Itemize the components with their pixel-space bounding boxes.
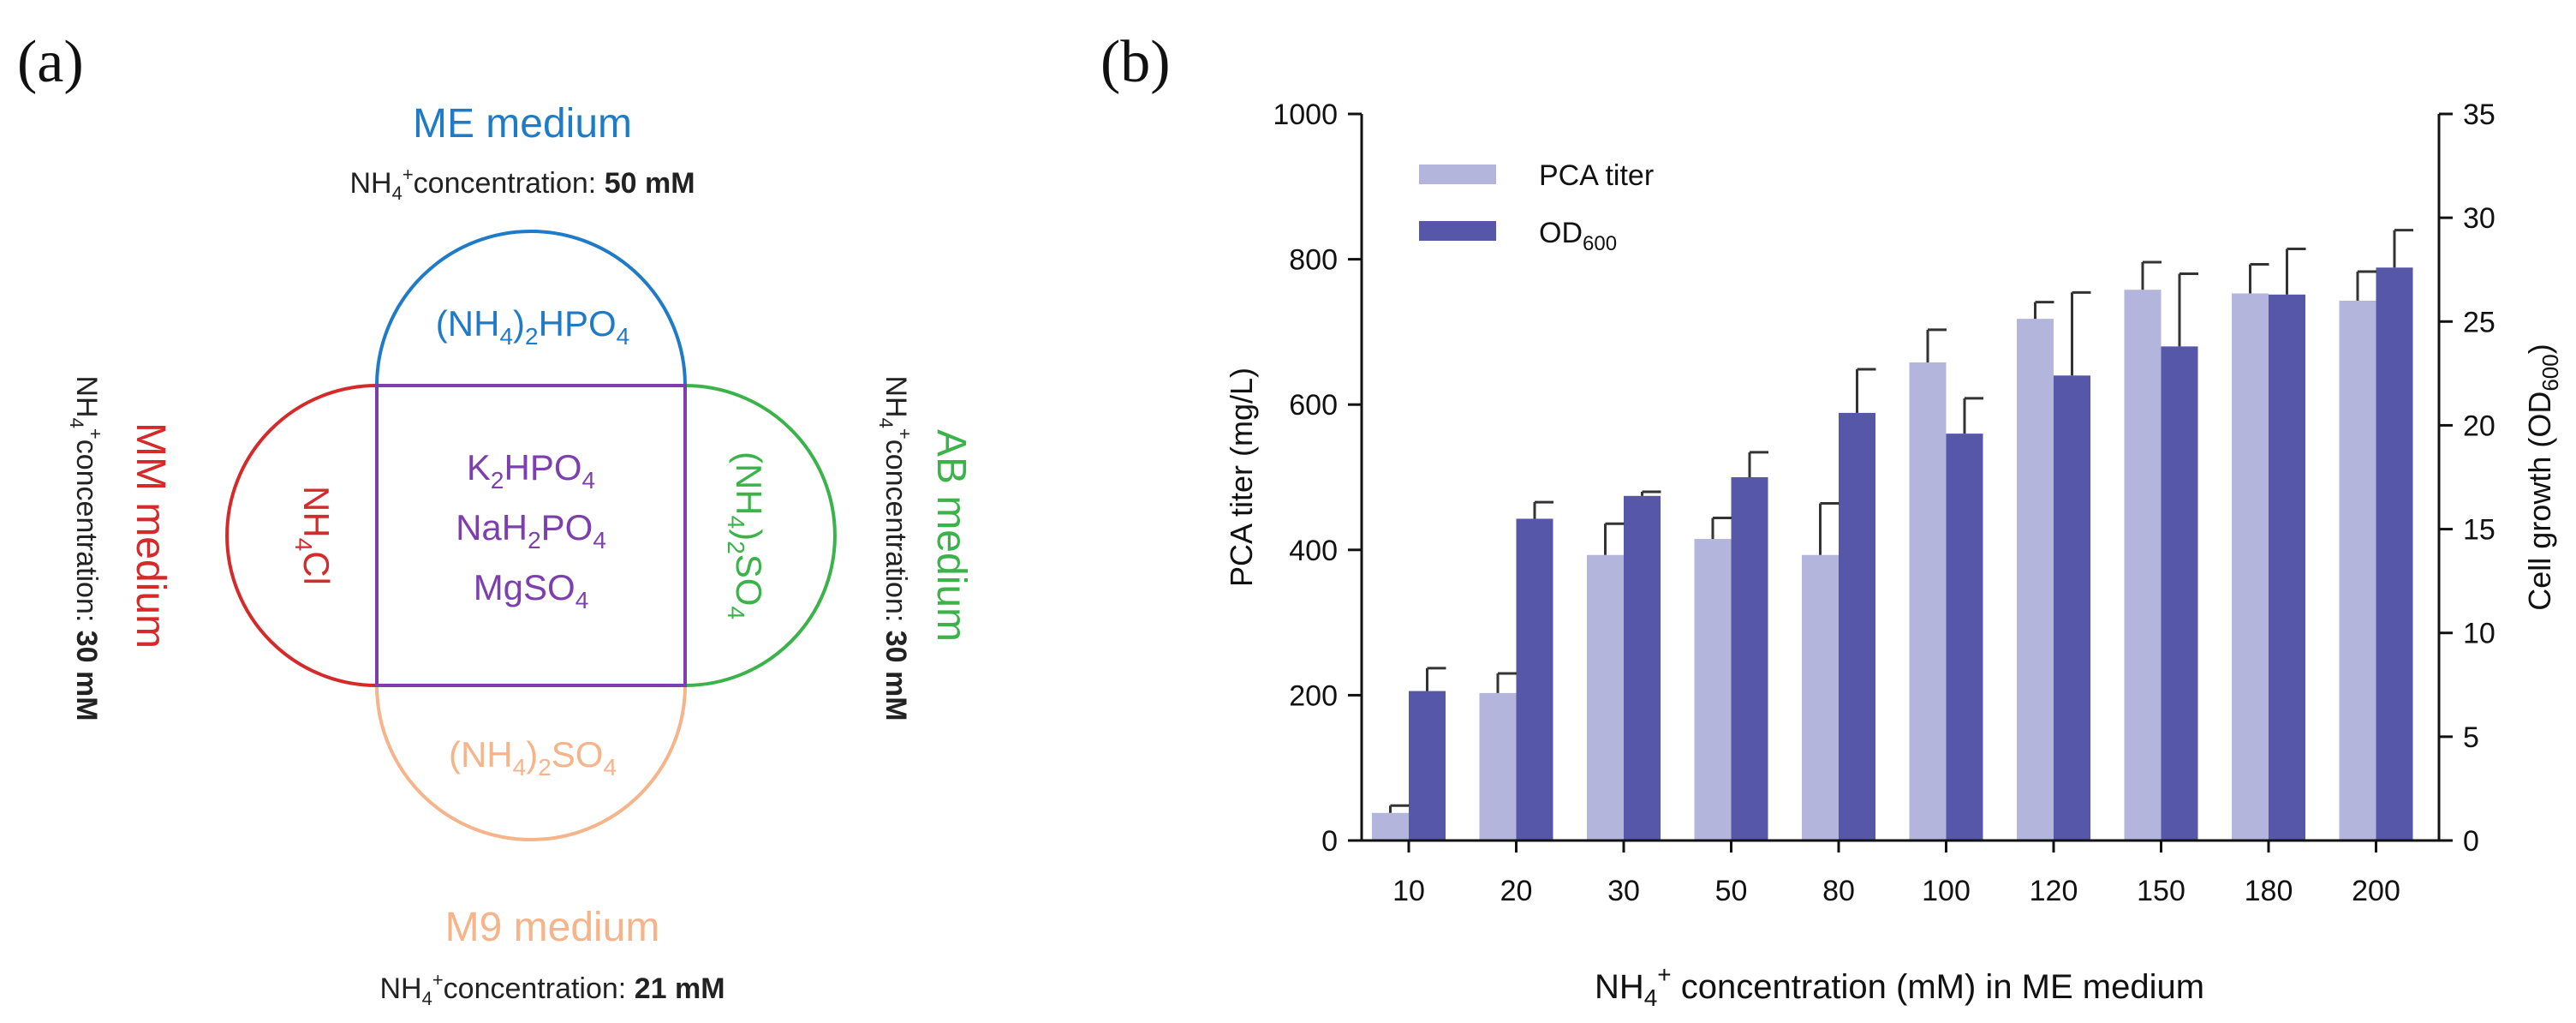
panel-a: (a) ME medium NH4+concentration: 50 mM (… — [17, 29, 974, 1009]
x-tick-label: 150 — [2137, 875, 2185, 907]
x-axis-title: NH4+ concentration (mM) in ME medium — [1595, 961, 2204, 1011]
x-tick-label: 100 — [1922, 875, 1971, 907]
right-y-tick-label: 20 — [2463, 410, 2496, 442]
right-y-tick-label: 5 — [2463, 721, 2479, 754]
mm-medium-title: MM medium — [128, 422, 173, 649]
legend-swatch-od600 — [1419, 221, 1496, 241]
core-line-k2hpo4: K2HPO4 — [467, 447, 595, 494]
panel-a-label: (a) — [17, 29, 84, 95]
x-tick-label: 200 — [2352, 875, 2400, 907]
x-ticks: 10 20 30 50 80 100 120 150 180 200 — [1392, 841, 2400, 907]
x-tick-label: 30 — [1607, 875, 1640, 907]
bar-pca-titer-180 — [2232, 293, 2269, 841]
legend-label-pca-titer: PCA titer — [1539, 159, 1654, 192]
bar-pca-titer-200 — [2339, 300, 2376, 841]
bar-pca-titer-30 — [1587, 554, 1624, 841]
right-y-tick-label: 30 — [2463, 202, 2496, 235]
m9-medium-arc — [375, 685, 687, 841]
mm-medium-concentration: NH4+concentration: 30 mM — [66, 375, 106, 721]
left-y-tick-label: 1000 — [1273, 99, 1338, 131]
bar-pca-titer-120 — [2017, 319, 2054, 841]
ab-medium-arc — [684, 384, 837, 687]
x-tick-label: 50 — [1715, 875, 1748, 907]
bar-pca-titer-150 — [2124, 290, 2162, 841]
bar-pca-titer-10 — [1372, 812, 1409, 841]
m9-medium-title: M9 medium — [445, 905, 660, 950]
bar-pca-titer-100 — [1909, 362, 1947, 841]
legend: PCA titer OD600 — [1419, 159, 1654, 255]
me-medium-title: ME medium — [413, 101, 632, 147]
right-y-tick-label: 25 — [2463, 306, 2496, 338]
x-tick-label: 10 — [1392, 875, 1425, 907]
bar-od600-180 — [2269, 294, 2305, 841]
ab-medium-concentration: NH4+concentration: 30 mM — [875, 375, 915, 721]
bar-od600-120 — [2054, 375, 2090, 841]
bar-od600-200 — [2376, 267, 2413, 841]
ab-medium-title: AB medium — [928, 429, 974, 642]
chart-error-bars — [1389, 229, 2413, 813]
left-y-ticks: 0 200 400 600 800 1000 — [1273, 99, 1362, 858]
me-medium-arc — [375, 230, 687, 386]
bar-od600-80 — [1839, 412, 1875, 841]
x-tick-label: 180 — [2245, 875, 2293, 907]
left-y-axis-title: PCA titer (mg/L) — [1224, 368, 1259, 587]
bar-pca-titer-50 — [1694, 539, 1732, 841]
bar-od600-30 — [1624, 495, 1661, 841]
bar-pca-titer-20 — [1479, 692, 1517, 841]
shared-components-box — [375, 384, 687, 687]
right-y-tick-label: 0 — [2463, 825, 2479, 858]
panel-b-label: (b) — [1100, 29, 1171, 95]
ab-medium-salt: (NH4)2SO4 — [723, 452, 769, 619]
right-y-tick-label: 35 — [2463, 99, 2496, 131]
left-y-tick-label: 800 — [1289, 244, 1338, 277]
panel-b: (b) 0 200 400 600 800 1000 0 5 10 15 20 25 30 35 10 2… — [1100, 29, 2563, 1011]
bar-od600-20 — [1516, 518, 1553, 841]
mm-medium-arc — [225, 384, 378, 687]
legend-label-od600: OD600 — [1539, 217, 1617, 255]
left-y-tick-label: 400 — [1289, 535, 1338, 567]
right-y-axis-title: Cell growth (OD600) — [2522, 344, 2563, 610]
right-y-tick-label: 10 — [2463, 618, 2496, 650]
legend-swatch-pca-titer — [1419, 165, 1496, 184]
chart-bars — [1372, 267, 2413, 841]
me-medium-salt: (NH4)2HPO4 — [436, 303, 629, 350]
bar-od600-100 — [1946, 434, 1983, 841]
m9-medium-concentration: NH4+concentration: 21 mM — [379, 969, 724, 1009]
core-line-nah2po4: NaH2PO4 — [456, 507, 606, 553]
right-y-tick-label: 15 — [2463, 514, 2496, 547]
me-medium-concentration: NH4+concentration: 50 mM — [349, 164, 695, 204]
x-tick-label: 80 — [1822, 875, 1855, 907]
bar-od600-150 — [2161, 346, 2198, 841]
mm-medium-salt: NH4Cl — [290, 486, 337, 585]
left-y-tick-label: 200 — [1289, 679, 1338, 712]
bar-od600-10 — [1409, 691, 1446, 841]
core-line-mgso4: MgSO4 — [474, 567, 589, 613]
right-y-ticks: 0 5 10 15 20 25 30 35 — [2439, 99, 2496, 858]
m9-medium-salt: (NH4)2SO4 — [449, 734, 617, 781]
x-tick-label: 20 — [1500, 875, 1533, 907]
left-y-tick-label: 0 — [1321, 825, 1338, 858]
x-tick-label: 120 — [2030, 875, 2078, 907]
bar-pca-titer-80 — [1802, 554, 1839, 841]
left-y-tick-label: 600 — [1289, 389, 1338, 422]
bar-od600-50 — [1731, 477, 1768, 841]
